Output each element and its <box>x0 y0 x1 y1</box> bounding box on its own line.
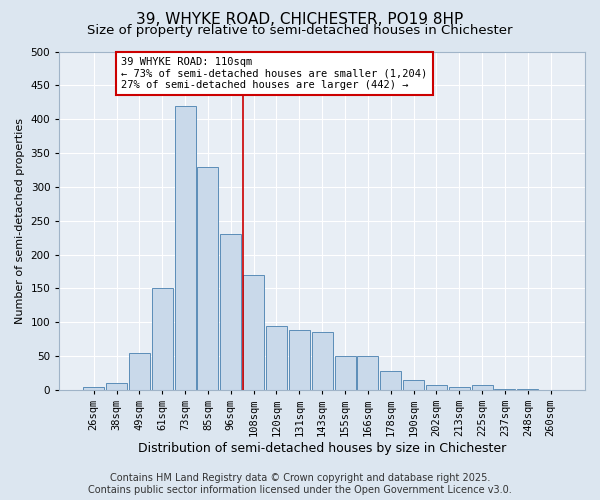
Text: 39 WHYKE ROAD: 110sqm
← 73% of semi-detached houses are smaller (1,204)
27% of s: 39 WHYKE ROAD: 110sqm ← 73% of semi-deta… <box>121 57 427 90</box>
Bar <box>403 380 424 390</box>
Bar <box>106 383 127 390</box>
Bar <box>266 326 287 390</box>
Bar <box>129 352 150 390</box>
Bar <box>494 388 515 390</box>
Bar <box>449 386 470 390</box>
Bar <box>289 330 310 390</box>
Bar <box>517 389 538 390</box>
Bar <box>358 356 379 390</box>
Bar <box>311 332 332 390</box>
Bar <box>472 385 493 390</box>
Bar <box>380 371 401 390</box>
Bar <box>152 288 173 390</box>
Y-axis label: Number of semi-detached properties: Number of semi-detached properties <box>15 118 25 324</box>
Bar <box>197 166 218 390</box>
Text: 39, WHYKE ROAD, CHICHESTER, PO19 8HP: 39, WHYKE ROAD, CHICHESTER, PO19 8HP <box>136 12 464 28</box>
Bar <box>175 106 196 390</box>
X-axis label: Distribution of semi-detached houses by size in Chichester: Distribution of semi-detached houses by … <box>138 442 506 455</box>
Text: Contains HM Land Registry data © Crown copyright and database right 2025.
Contai: Contains HM Land Registry data © Crown c… <box>88 474 512 495</box>
Bar <box>335 356 356 390</box>
Bar <box>83 386 104 390</box>
Bar <box>426 384 447 390</box>
Text: Size of property relative to semi-detached houses in Chichester: Size of property relative to semi-detach… <box>87 24 513 37</box>
Bar <box>220 234 241 390</box>
Bar <box>243 275 264 390</box>
